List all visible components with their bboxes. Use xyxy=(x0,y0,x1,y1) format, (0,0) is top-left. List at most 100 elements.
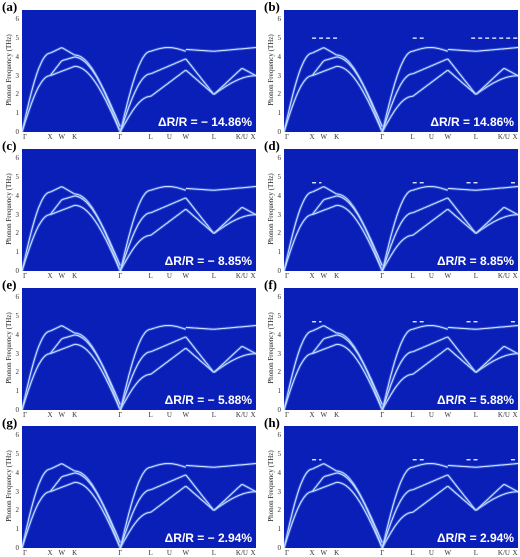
panel-b: (b) Phonon Frequency (THz) 0 1 2 3 4 5 6 ΔR/R = 1… xyxy=(262,0,520,141)
x-tick-label: K xyxy=(72,549,78,557)
phonon-branch xyxy=(74,481,121,548)
y-tick-label: 3 xyxy=(15,71,20,80)
band-structure-plot: ΔR/R = 2.94% xyxy=(284,426,518,548)
x-tick-label: K xyxy=(334,411,340,419)
phonon-branch xyxy=(475,67,505,95)
x-tick-label: W xyxy=(444,549,452,557)
band-structure-plot: ΔR/R = − 2.94% xyxy=(22,426,256,548)
phonon-branch xyxy=(336,195,383,266)
phonon-branch xyxy=(22,214,51,271)
x-tick-label: U xyxy=(428,133,434,141)
y-tick-label: 2 xyxy=(15,90,20,99)
phonon-branch xyxy=(447,474,477,511)
y-tick-label: 1 xyxy=(15,525,20,534)
y-tick-label: 2 xyxy=(15,506,20,515)
phonon-branch xyxy=(475,214,518,234)
x-tick-label: L xyxy=(211,133,217,141)
x-tick-label: W xyxy=(182,272,190,280)
phonon-branch xyxy=(49,65,75,77)
phonon-branch xyxy=(213,483,243,511)
x-tick-label: L xyxy=(473,549,479,557)
phonon-branch xyxy=(311,65,337,77)
phonon-branch xyxy=(311,60,325,77)
x-tick-label: W xyxy=(58,272,66,280)
phonon-branch xyxy=(74,204,121,271)
x-tick-label: K xyxy=(334,272,340,280)
phonon-branch xyxy=(381,95,413,132)
phonon-branch xyxy=(150,485,187,513)
phonon-branch xyxy=(311,463,325,470)
phonon-branch xyxy=(311,343,337,355)
x-tick-label: W xyxy=(320,133,328,141)
phonon-branch xyxy=(284,353,313,410)
phonon-branch xyxy=(284,214,313,271)
x-tick-label: X xyxy=(512,549,518,557)
panel-e: (e) Phonon Frequency (THz) 0 1 2 3 4 5 6 ΔR/R = −… xyxy=(0,277,258,419)
y-tick-label: 1 xyxy=(277,248,282,257)
phonon-branch xyxy=(213,75,256,95)
phonon-branch xyxy=(284,52,313,132)
y-tick-label: 2 xyxy=(277,90,282,99)
band-structure-plot: ΔR/R = 8.85% xyxy=(284,149,518,271)
panel-letter: (g) xyxy=(2,415,18,430)
phonon-branch xyxy=(412,185,448,191)
y-tick-label: 4 xyxy=(277,191,282,200)
phonon-branch xyxy=(381,511,413,548)
phonon-branch xyxy=(185,336,215,373)
y-tick-label: 1 xyxy=(15,248,20,257)
phonon-branch xyxy=(119,95,151,132)
y-tick-label: 6 xyxy=(15,154,20,163)
phonon-branch xyxy=(475,483,505,511)
strain-ratio-label: ΔR/R = − 5.88% xyxy=(164,393,252,407)
band-glow xyxy=(22,352,51,410)
phonon-branch xyxy=(213,46,256,52)
x-tick-label: X xyxy=(309,549,315,557)
y-tick-label: 4 xyxy=(277,330,282,339)
phonon-branch xyxy=(336,481,383,548)
x-tick-label: L xyxy=(473,133,479,141)
strain-ratio-label: ΔR/R = − 2.94% xyxy=(164,531,252,545)
phonon-branch xyxy=(22,468,51,548)
phonon-branch xyxy=(61,47,75,56)
phonon-branch xyxy=(336,204,383,271)
panel-d: (d) Phonon Frequency (THz) 0 1 2 3 4 5 6 ΔR/R = 8… xyxy=(262,138,520,280)
band-structure-svg xyxy=(22,461,256,548)
y-tick-label: 3 xyxy=(277,487,282,496)
x-tick-label: K xyxy=(72,272,78,280)
phonon-branch xyxy=(241,67,256,77)
phonon-branch xyxy=(61,472,75,478)
x-tick-label: W xyxy=(58,411,66,419)
x-tick-label: Γ xyxy=(118,549,123,557)
phonon-branch xyxy=(336,56,383,127)
band-structure-plot: ΔR/R = − 5.88% xyxy=(22,288,256,410)
phonon-branch xyxy=(74,195,121,266)
phonon-branch xyxy=(323,334,337,340)
band-structure-svg xyxy=(284,459,518,548)
phonon-branch xyxy=(119,50,151,132)
phonon-branch xyxy=(475,345,505,373)
x-tick-label: W xyxy=(182,411,190,419)
phonon-branch xyxy=(447,48,476,52)
x-tick-label: U xyxy=(166,133,172,141)
x-tick-label: U xyxy=(428,272,434,280)
y-tick-label: 6 xyxy=(15,431,20,440)
band-glow xyxy=(474,490,518,512)
band-structure-svg xyxy=(22,45,256,132)
y-tick-label: 4 xyxy=(15,468,20,477)
x-tick-label: Γ xyxy=(22,272,28,280)
phonon-branch xyxy=(447,336,477,373)
phonon-branch xyxy=(119,328,151,410)
phonon-branch xyxy=(49,481,75,493)
phonon-branch xyxy=(284,468,313,548)
x-tick-label: W xyxy=(444,411,452,419)
y-tick-label: 0 xyxy=(277,544,282,552)
phonon-branch xyxy=(381,351,413,410)
phonon-branch xyxy=(447,208,477,234)
phonon-branch xyxy=(475,324,518,330)
y-tick-label: 0 xyxy=(277,267,282,275)
band-glow xyxy=(22,74,51,132)
phonon-branch xyxy=(503,206,518,216)
y-tick-label: 2 xyxy=(277,368,282,377)
phonon-branch xyxy=(412,46,448,52)
panel-a: (a) Phonon Frequency (THz) 0 1 2 3 4 5 6 ΔR/R = −… xyxy=(0,0,258,141)
